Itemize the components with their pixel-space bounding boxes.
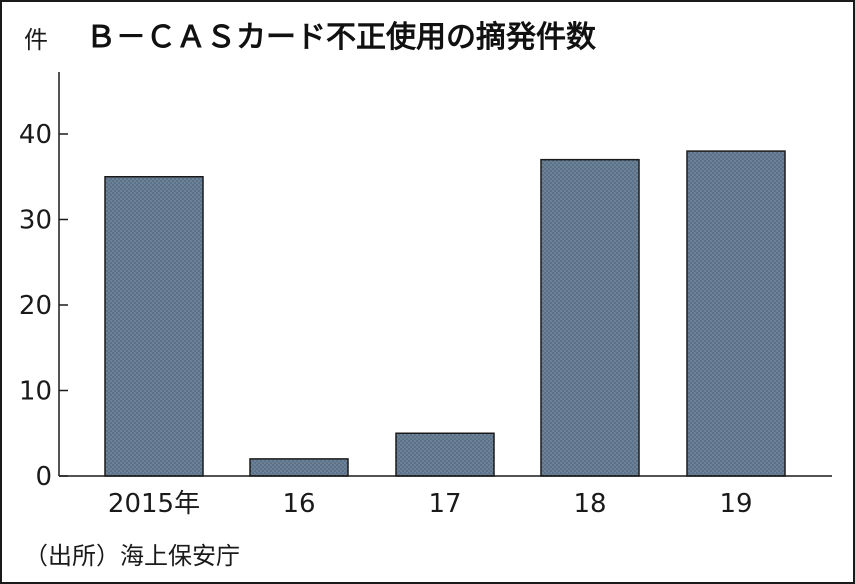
x-category-label: 19	[719, 489, 752, 519]
bar	[540, 158, 640, 477]
bars-group	[104, 150, 786, 477]
x-category-label: 2015年	[108, 489, 200, 519]
y-tick-label: 20	[19, 291, 52, 321]
y-tick-label: 0	[35, 462, 52, 492]
bar	[249, 458, 349, 477]
x-category-label: 18	[573, 489, 606, 519]
bar	[104, 176, 204, 477]
bar	[686, 150, 786, 477]
y-axis-ticks: 0 10 20 30 40	[19, 120, 68, 492]
x-axis-labels: 2015年 16 17 18 19	[108, 489, 753, 519]
y-unit-label: 件	[24, 26, 48, 54]
y-tick-label: 10	[19, 377, 52, 407]
y-tick-label: 40	[19, 120, 52, 150]
x-category-label: 17	[428, 489, 461, 519]
x-category-label: 16	[282, 489, 315, 519]
bar	[395, 432, 495, 477]
y-tick-label: 30	[19, 206, 52, 236]
source-note: （出所）海上保安庁	[24, 542, 240, 570]
chart-title: Ｂ－ＣＡＳカード不正使用の摘発件数	[86, 20, 597, 55]
